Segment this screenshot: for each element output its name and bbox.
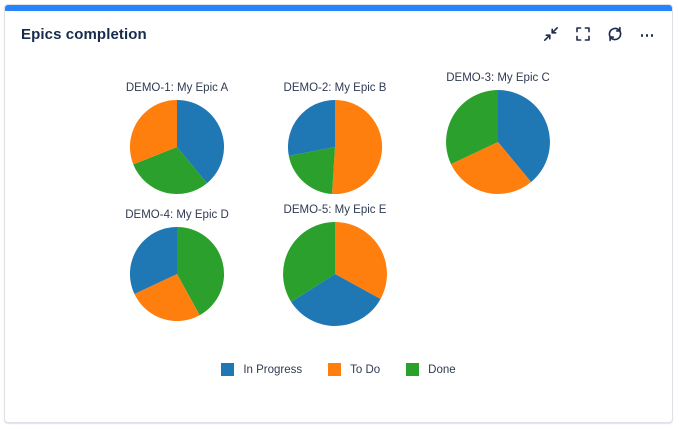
pie-slice[interactable] <box>129 226 177 295</box>
ellipsis-dot <box>645 34 649 37</box>
page-title: Epics completion <box>21 25 147 43</box>
pie-chart-0-svg <box>129 99 225 195</box>
legend-label: In Progress <box>243 363 303 376</box>
pie-slice[interactable] <box>335 222 387 300</box>
ellipsis-dot <box>640 34 644 37</box>
legend-item-in-progress[interactable]: In Progress <box>221 363 302 376</box>
pie-slice[interactable] <box>283 222 335 302</box>
legend-swatch-icon <box>406 363 420 376</box>
pie-slice[interactable] <box>177 226 225 316</box>
pie-slice[interactable] <box>332 99 383 195</box>
gadget-header: Epics completion <box>5 11 672 57</box>
pie-slice[interactable] <box>134 274 200 322</box>
pie-chart-4-svg <box>283 222 387 326</box>
ellipsis-dot <box>650 34 654 37</box>
pie-chart-title: DEMO-5: My Epic E <box>283 204 387 216</box>
pie-slice[interactable] <box>129 99 177 165</box>
pie-slice[interactable] <box>291 274 381 326</box>
refresh-icon[interactable] <box>606 25 624 43</box>
pie-slice[interactable] <box>446 90 498 165</box>
legend-swatch-icon <box>328 363 342 376</box>
fullscreen-icon[interactable] <box>574 25 592 43</box>
collapse-icon[interactable] <box>542 25 560 43</box>
pie-chart-0: DEMO-1: My Epic A <box>109 81 245 195</box>
pie-chart-title: DEMO-2: My Epic B <box>283 82 387 94</box>
pie-chart-1-svg <box>287 99 383 195</box>
pie-slice[interactable] <box>498 90 550 183</box>
legend-item-to-do[interactable]: To Do <box>328 363 380 376</box>
legend-item-done[interactable]: Done <box>406 363 456 376</box>
pie-chart-title: DEMO-3: My Epic C <box>446 72 550 84</box>
pie-slice[interactable] <box>288 147 335 194</box>
gadget-accent-bar <box>5 5 672 11</box>
pie-chart-grid: DEMO-1: My Epic A DEMO-2: My Epic B DEMO… <box>5 57 672 422</box>
pie-chart-3: DEMO-4: My Epic D <box>109 208 245 322</box>
pie-slice[interactable] <box>133 147 207 195</box>
legend-label: To Do <box>350 363 381 376</box>
more-options-icon[interactable] <box>638 25 656 43</box>
pie-chart-1: DEMO-2: My Epic B <box>267 81 403 195</box>
pie-chart-3-svg <box>129 226 225 322</box>
pie-chart-2: DEMO-3: My Epic C <box>425 71 571 195</box>
pie-chart-title: DEMO-4: My Epic D <box>125 209 229 221</box>
pie-chart-title: DEMO-1: My Epic A <box>125 82 229 94</box>
pie-chart-2-svg <box>446 90 550 194</box>
legend-label: Done <box>428 363 456 376</box>
epics-completion-gadget: Epics completion <box>4 4 673 423</box>
header-actions <box>542 25 656 43</box>
legend-swatch-icon <box>221 363 235 376</box>
pie-slice[interactable] <box>450 142 532 194</box>
pie-slice[interactable] <box>287 99 335 156</box>
pie-chart-4: DEMO-5: My Epic E <box>262 203 408 327</box>
pie-slice[interactable] <box>177 99 225 184</box>
chart-legend: In Progress To Do Done <box>5 363 672 376</box>
